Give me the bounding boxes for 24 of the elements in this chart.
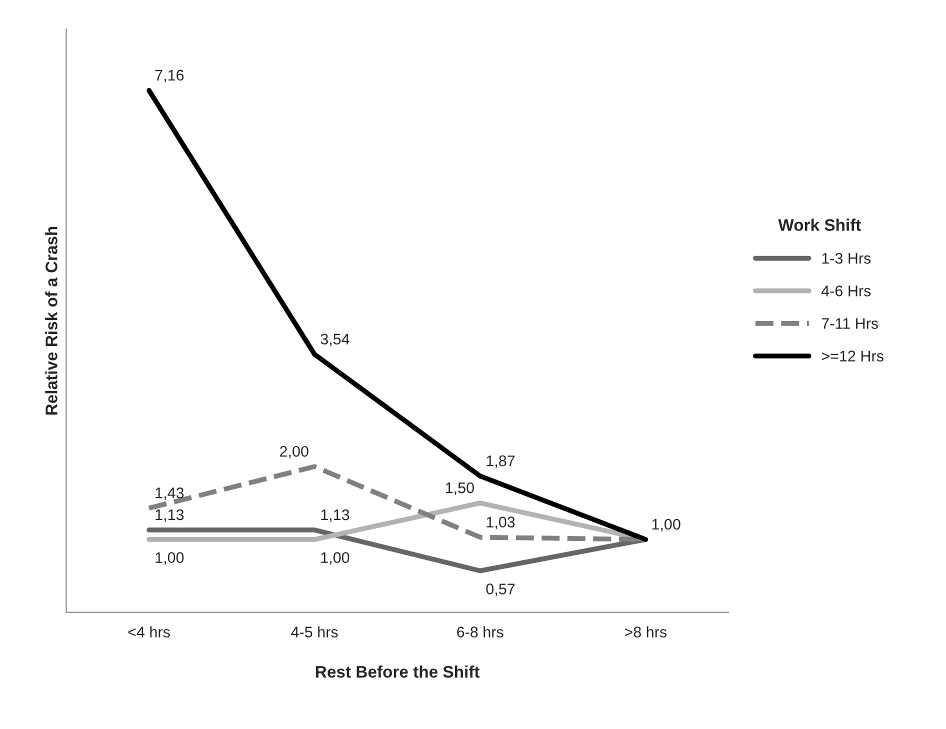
data-label: 0,57 [486,584,515,596]
data-label: 1,03 [486,516,515,530]
legend-label: 4-6 Hrs [821,286,871,296]
data-label: 7,16 [155,70,184,82]
x-tick-label: <4 hrs [128,626,170,638]
x-tick-label: 6-8 hrs [457,626,504,638]
data-label: 1,50 [446,482,474,496]
data-label: 3,54 [320,334,350,346]
data-label: 1,00 [156,552,184,565]
legend-label: 7-11 Hrs [822,318,878,329]
data-label: 1,13 [156,509,184,522]
y-axis-title: Relative Risk of a Crash [45,226,58,415]
data-label: 2,00 [280,446,308,459]
x-tick-label: >8 hrs [624,626,667,638]
data-label: 1,13 [321,509,350,522]
legend-label: 1-3 Hrs [822,252,871,264]
legend-label: >=12 Hrs [822,350,884,362]
data-label: 1,87 [486,455,515,468]
legend-title: Work Shift [778,218,861,231]
x-tick-label: 4-5 hrs [291,626,338,638]
data-label: 1,00 [321,552,350,565]
data-label: 1,43 [156,488,184,500]
x-axis-title: Rest Before the Shift [316,665,480,678]
data-label: 1,00 [652,518,680,532]
